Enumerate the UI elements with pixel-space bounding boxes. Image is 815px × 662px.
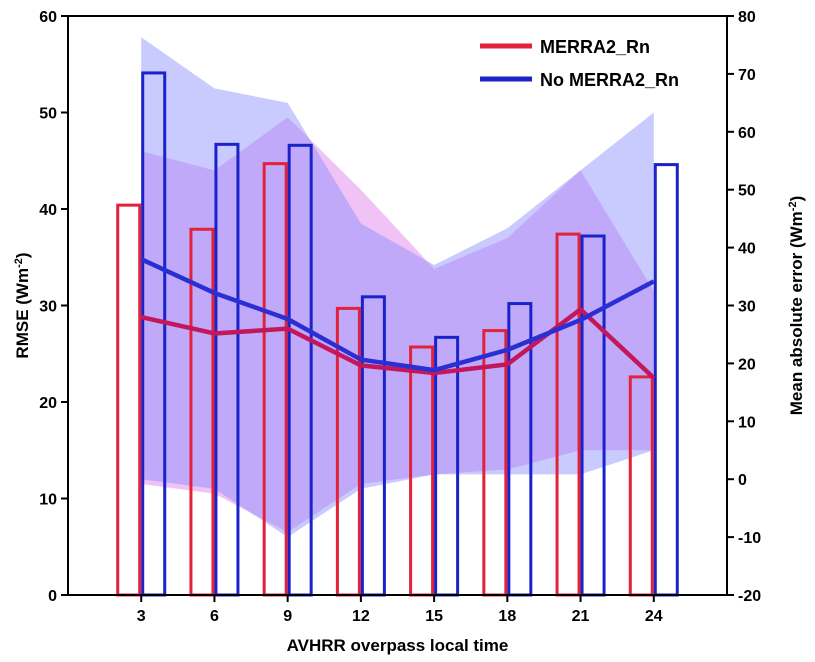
y2-tick-label: 50 — [738, 183, 756, 200]
y-tick-label: 0 — [48, 588, 57, 605]
y2-tick-label: -20 — [738, 588, 761, 605]
x-axis-title: AVHRR overpass local time — [287, 636, 509, 655]
band-no-merra2-rn — [141, 37, 654, 538]
line-merra2-rn — [140, 307, 656, 380]
y2-tick-label: 60 — [738, 125, 756, 142]
legend-label-merra2-rn: MERRA2_Rn — [540, 37, 650, 57]
y2-axis-title: Mean absolute error (Wm-2) — [787, 196, 806, 416]
y-axis-title-close: ) — [13, 252, 32, 258]
bar-merra2-rn-3 — [116, 203, 142, 597]
y-tick-label: 20 — [39, 395, 57, 412]
y-tick-label: 50 — [39, 106, 57, 123]
y-tick-label: 40 — [39, 202, 57, 219]
y2-tick-label: 80 — [738, 9, 756, 26]
band-merra2-rn — [141, 117, 654, 533]
y2-tick-label: 40 — [738, 241, 756, 258]
y-axis-title-superscript: -2 — [13, 258, 25, 268]
x-tick-label: 15 — [425, 608, 443, 625]
line-series — [140, 257, 656, 380]
y-tick-label: 10 — [39, 492, 57, 509]
y2-tick-label: 0 — [738, 472, 747, 489]
legend: MERRA2_Rn No MERRA2_Rn — [480, 37, 679, 90]
x-tick-label: 18 — [498, 608, 516, 625]
y-axis-title: RMSE (Wm-2) — [13, 252, 32, 358]
x-tick-label: 24 — [645, 608, 663, 625]
axis-ticks: 3 6 9 12 15 18 21 24 0 10 20 30 40 50 60 -20 -10 0 10 20 30 4… — [39, 9, 761, 625]
legend-label-no-merra2-rn: No MERRA2_Rn — [540, 70, 679, 90]
x-tick-label: 3 — [137, 608, 146, 625]
y2-axis-title-superscript: -2 — [787, 201, 799, 211]
uncertainty-bands — [141, 37, 654, 538]
y2-tick-label: 10 — [738, 414, 756, 431]
x-tick-label: 12 — [352, 608, 370, 625]
x-tick-label: 21 — [572, 608, 590, 625]
line-no-merra2-rn — [140, 257, 655, 373]
y2-axis-title-close: ) — [787, 196, 806, 202]
y-axis-title-main: RMSE (Wm — [13, 268, 32, 359]
y-tick-label: 30 — [39, 299, 57, 316]
y2-tick-label: 70 — [738, 67, 756, 84]
bar-no-merra2-rn-24 — [653, 163, 679, 597]
y-tick-label: 60 — [39, 9, 57, 26]
x-tick-label: 6 — [210, 608, 219, 625]
y2-tick-label: 20 — [738, 356, 756, 373]
x-tick-label: 9 — [283, 608, 292, 625]
y2-tick-label: -10 — [738, 530, 761, 547]
y2-axis-title-main: Mean absolute error (Wm — [787, 211, 806, 415]
y2-tick-label: 30 — [738, 299, 756, 316]
